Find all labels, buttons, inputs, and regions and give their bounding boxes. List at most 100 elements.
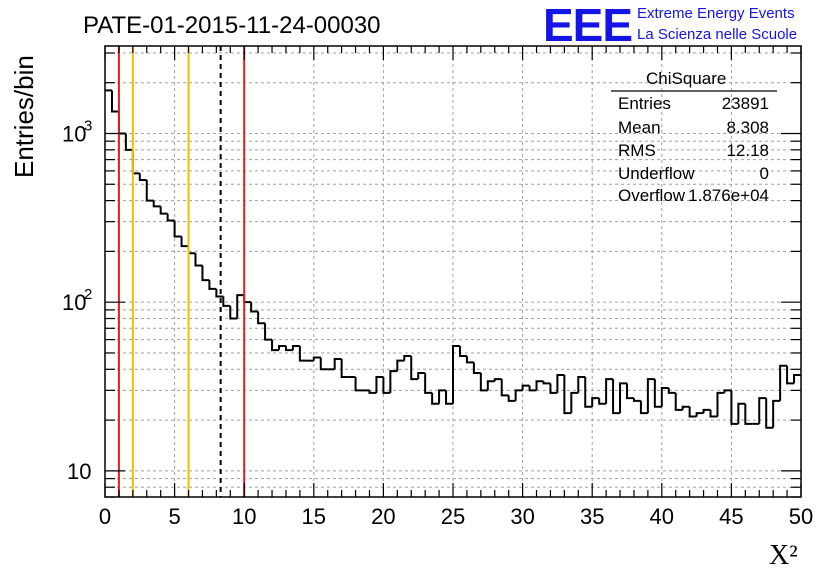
histogram-bin — [236, 294, 245, 319]
histogram-bin — [215, 288, 224, 298]
stats-underflow-label: Underflow — [618, 164, 695, 183]
histogram-bin — [660, 386, 669, 407]
histogram-bin — [368, 390, 377, 394]
histogram-bin — [152, 200, 161, 208]
histogram-bin — [222, 296, 231, 307]
histogram-bin — [291, 344, 300, 351]
histogram-bin — [737, 402, 746, 424]
x-axis-ticks: 0 5 10 15 20 25 30 35 40 45 50 — [99, 46, 813, 529]
stats-underflow-value: 0 — [760, 164, 769, 183]
histogram-bin — [486, 380, 495, 391]
histogram-bin — [271, 339, 279, 352]
x-tick-label: 10 — [232, 504, 256, 529]
stats-entries-value: 23891 — [722, 94, 769, 113]
histogram-bin — [584, 377, 593, 408]
histogram-bin — [445, 390, 453, 405]
histogram-bin — [528, 385, 537, 392]
x-tick-label: 15 — [302, 504, 326, 529]
histogram-bin — [667, 387, 676, 394]
histogram-bin — [765, 398, 774, 429]
histogram-bin — [465, 355, 474, 364]
histogram-bin — [403, 354, 412, 361]
stats-overflow-label: Overflow — [618, 186, 686, 205]
x-tick-label: 0 — [99, 504, 111, 529]
histogram-bin — [744, 403, 753, 425]
histogram-bin — [612, 379, 621, 415]
histogram-bin — [779, 364, 788, 401]
histogram-bin — [417, 372, 426, 380]
histogram-bin — [424, 373, 433, 394]
x-tick-label: 45 — [719, 504, 743, 529]
histogram-bin — [702, 408, 711, 414]
histogram-bin — [598, 398, 607, 405]
histogram-bin — [187, 246, 196, 255]
stats-box: ChiSquare Entries 23891 Mean 8.308 RMS 1… — [611, 69, 777, 205]
x-tick-label: 25 — [441, 504, 465, 529]
histogram-bin — [284, 345, 293, 352]
eee-logo-mark: EEE — [543, 0, 632, 51]
histogram-bin — [556, 374, 565, 393]
histogram-bin — [159, 206, 168, 215]
histogram-bin — [591, 397, 600, 407]
histogram-bin — [549, 383, 558, 394]
histogram-bin — [619, 382, 627, 414]
y-tick-label: 10 — [62, 290, 86, 315]
y-tick-exponent: 3 — [84, 117, 92, 134]
stats-mean-label: Mean — [618, 118, 661, 137]
histogram-bin — [278, 344, 286, 351]
histogram-bin — [124, 133, 133, 151]
histogram-bin — [709, 409, 718, 418]
histogram-bin — [577, 376, 586, 393]
histogram-bin — [758, 397, 767, 424]
histogram-bin — [688, 406, 697, 418]
histogram-bin — [166, 213, 175, 222]
histogram-bin — [333, 358, 342, 370]
histogram-bin — [786, 365, 795, 385]
histogram-bin — [452, 344, 460, 404]
x-tick-label: 40 — [650, 504, 674, 529]
histogram-bin — [472, 362, 481, 375]
histogram-bin — [605, 378, 614, 404]
x-tick-label: 5 — [168, 504, 180, 529]
histogram-bin — [570, 391, 579, 414]
histogram-bin — [493, 378, 502, 382]
histogram-bin — [716, 391, 725, 417]
histogram-bin — [194, 253, 203, 267]
stats-overflow-value: 1.876e+04 — [688, 186, 769, 205]
histogram-bin — [507, 395, 516, 402]
y-tick-exponent: 2 — [84, 286, 92, 303]
stats-title: ChiSquare — [646, 69, 726, 88]
histogram-bin — [180, 236, 189, 248]
histogram-bin — [250, 302, 259, 313]
histogram-bin — [145, 179, 154, 202]
x-tick-label: 35 — [580, 504, 604, 529]
histogram-bin — [201, 265, 210, 282]
histogram-series — [105, 89, 801, 429]
histogram-bin — [173, 220, 182, 238]
histogram-bin — [626, 383, 634, 400]
histogram-bin — [264, 323, 273, 341]
histogram-bin — [117, 111, 126, 135]
histogram-bin — [431, 392, 440, 405]
histogram-bin — [653, 379, 662, 408]
histogram-bin — [695, 412, 704, 417]
eee-logo-line1: Extreme Energy Events — [637, 5, 795, 22]
histogram-bin — [514, 389, 523, 401]
histogram-bin — [500, 379, 509, 397]
stats-rms-value: 12.18 — [726, 141, 769, 160]
histogram-bin — [396, 359, 405, 372]
histogram-bin — [681, 405, 690, 410]
histogram-bin — [110, 90, 119, 113]
histogram-bin — [229, 305, 238, 320]
x-axis-label: X² — [769, 540, 798, 571]
histogram-bin — [438, 389, 447, 404]
histogram-bin — [340, 359, 349, 379]
histogram-bin — [646, 378, 655, 414]
histogram-bin — [319, 357, 328, 371]
histogram-bin — [382, 377, 391, 394]
eee-logo: EEE Extreme Energy Events La Scienza nel… — [543, 0, 797, 51]
stats-entries-label: Entries — [618, 94, 671, 113]
histogram-bin — [389, 370, 398, 393]
histogram-bin — [458, 345, 467, 357]
